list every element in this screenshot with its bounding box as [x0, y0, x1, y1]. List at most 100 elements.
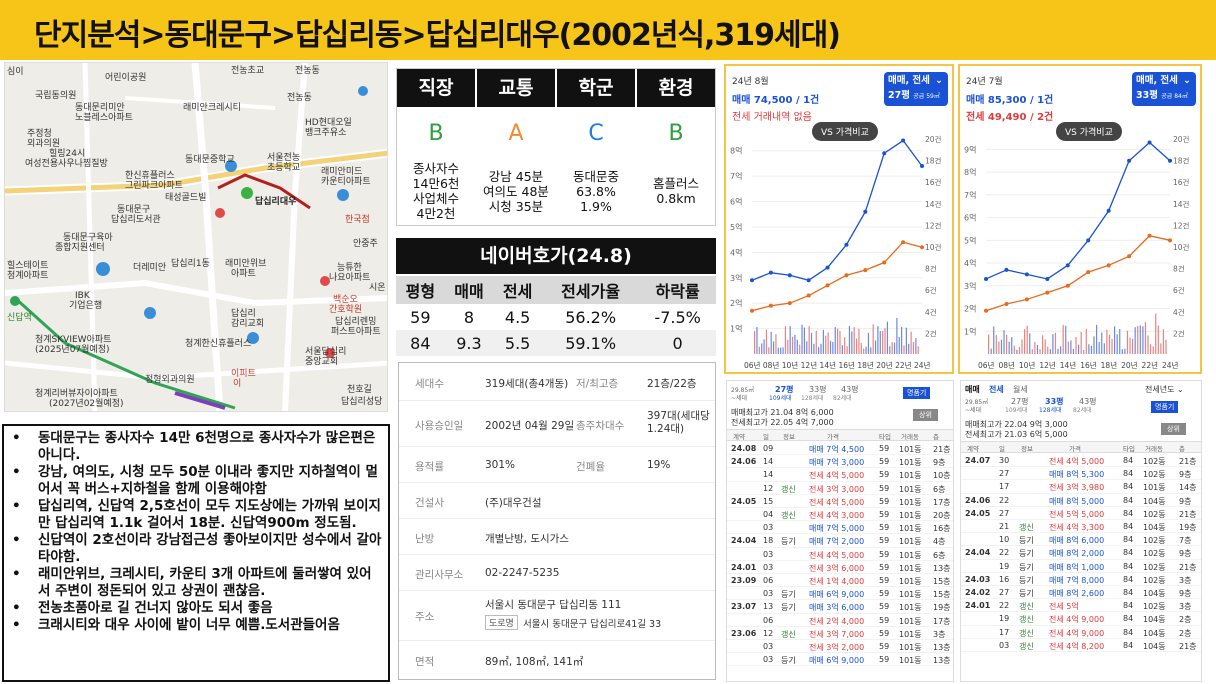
- table-row[interactable]: 03 등기 매매 6억 9,000 59 101동 13층: [727, 653, 953, 667]
- grade-detail: 동대문중 63.8% 1.9%: [572, 168, 619, 214]
- volume-bar: [808, 326, 810, 354]
- table-cell: 21: [999, 522, 1010, 531]
- top-button[interactable]: 상위: [913, 409, 938, 421]
- table-row[interactable]: 24.04 18 등기 매매 7억 2,000 59 101동 4층: [727, 534, 953, 548]
- table-row[interactable]: 03 갱신 전세 4억 8,200 84 104동 21층: [961, 639, 1201, 652]
- table-cell: 등기: [1019, 575, 1034, 585]
- table-cell: 전세 4억 3,000: [809, 511, 865, 520]
- volume-bar: [990, 348, 992, 354]
- table-row[interactable]: 03 등기 매매 6억 9,000 59 101동 15층: [727, 587, 953, 601]
- volume-bar: [787, 339, 789, 354]
- map-label: 동대문구: [117, 205, 151, 215]
- tab-monthly[interactable]: 월세: [1013, 385, 1028, 394]
- table-cell: 24.01: [965, 601, 991, 611]
- table-row[interactable]: 21 갱신 전세 4억 3,300 84 104동 19층: [961, 520, 1201, 534]
- volume-bar: [794, 335, 796, 354]
- table-row[interactable]: 10 등기 매매 8억 6,000 84 102동 7층: [961, 533, 1201, 547]
- table-row[interactable]: 24.06 22 매매 8억 5,000 84 104동 9층: [961, 494, 1201, 507]
- table-cell: 17층: [933, 497, 951, 507]
- tab-43[interactable]: 43평: [841, 385, 859, 394]
- table-row[interactable]: 24.05 27 전세 5억 5,000 84 102동 21층: [961, 507, 1201, 520]
- table-row[interactable]: 06 전세 2억 4,000 59 101동 17층: [727, 614, 953, 627]
- table-cell: 갱신: [1019, 523, 1034, 532]
- table-row[interactable]: 24.07 30 전세 4억 5,000 84 102동 21층: [961, 454, 1201, 468]
- top-button[interactable]: 상위: [1161, 423, 1186, 435]
- naver-col: 전세가율: [541, 276, 640, 304]
- table-row[interactable]: 14 전세 4억 5,000 59 101동 10층: [727, 468, 953, 482]
- map-view[interactable]: 심이 어린이공원 전농초교 전농동 국립동의원 전농동 래미안크레시티 동대문리…: [4, 62, 388, 412]
- map-label: 감리교회: [231, 319, 265, 329]
- table-cell: 23.06: [731, 628, 757, 638]
- table-row[interactable]: 24.02 27 등기 매매 8억 2,600 84 104동 9층: [961, 586, 1201, 600]
- table-row[interactable]: 17 갱신 전세 4억 9,000 84 104동 2층: [961, 626, 1201, 639]
- volume-bar: [772, 341, 775, 354]
- table-row[interactable]: 23.09 06 전세 1억 4,000 59 101동 15층: [727, 574, 953, 588]
- table-cell: 전세 4억 5,000: [809, 497, 865, 507]
- volume-bar: [799, 344, 801, 354]
- compare-button[interactable]: VS 가격비교: [1056, 122, 1122, 141]
- detail-button[interactable]: 명품기: [1151, 401, 1179, 413]
- tab-rent[interactable]: 전세: [989, 385, 1004, 394]
- table-row[interactable]: 03 전세 4억 5,000 59 101동 6층: [727, 548, 953, 561]
- tab-sub: 82세대: [833, 395, 852, 402]
- table-row[interactable]: 24.04 22 등기 매매 8억 2,000 84 102동 9층: [961, 546, 1201, 560]
- table-row[interactable]: 23.07 13 등기 매매 3억 6,000 59 101동 19층: [727, 600, 953, 614]
- tab-sale[interactable]: 매매: [965, 385, 980, 394]
- volume-bar: [770, 331, 772, 354]
- table-row[interactable]: 23.06 12 갱신 전세 3억 7,000 59 101동 3층: [727, 627, 953, 640]
- y2-tick-label: 8건: [925, 264, 937, 274]
- table-row[interactable]: 03 매매 7억 5,000 59 101동 16층: [727, 521, 953, 535]
- table-row[interactable]: 24.03 16 등기 매매 7억 8,000 84 102동 3층: [961, 573, 1201, 586]
- detail-button[interactable]: 명품기: [903, 387, 931, 399]
- table-row[interactable]: 24.01 03 전세 3억 6,000 59 101동 13층: [727, 561, 953, 574]
- table-cell: 59: [879, 483, 890, 493]
- tab-27[interactable]: 27평: [775, 385, 794, 394]
- table-row[interactable]: 19 갱신 전세 4억 9,000 84 104동 2층: [961, 612, 1201, 626]
- naver-cell: 8: [444, 304, 494, 330]
- table-row[interactable]: 19 등기 매매 8억 1,000 84 102동 21층: [961, 560, 1201, 573]
- tab-43[interactable]: 43평: [1079, 397, 1097, 406]
- table-cell: 매매 8억 6,000: [1049, 536, 1105, 546]
- volume-bar: [1121, 349, 1123, 354]
- table-cell: 전세 4억 9,000: [1049, 628, 1105, 638]
- deal-type-dropdown[interactable]: 매매, 전세 ⌄ 27평 공급 59㎡: [884, 72, 948, 106]
- table-row[interactable]: 24.01 22 갱신 전세 5억 84 102동 3층: [961, 599, 1201, 613]
- tab-33[interactable]: 33평: [809, 385, 827, 394]
- volume-bar: [825, 335, 827, 354]
- table-row[interactable]: 24.06 14 매매 7억 3,000 59 101동 9층: [727, 455, 953, 469]
- table-row[interactable]: 12 갱신 전세 3억 3,000 59 101동 6층: [727, 482, 953, 495]
- table-row[interactable]: 17 전세 3억 3,980 84 101동 14층: [961, 480, 1201, 494]
- volume-bar: [1144, 322, 1147, 354]
- table-row[interactable]: 27 매매 8억 5,300 84 102동 9층: [961, 467, 1201, 481]
- table-cell: 매매 6억 9,000: [809, 590, 865, 600]
- data-point: [844, 273, 849, 278]
- map-label: 동대문중학교: [185, 155, 235, 165]
- table-row[interactable]: 24.08 09 매매 7억 4,500 59 101동 21층: [727, 442, 953, 456]
- table-cell: 전세 3억 6,000: [809, 563, 865, 573]
- table-row[interactable]: 03 전세 3억 2,000 59 101동 13층: [727, 640, 953, 654]
- data-point: [1168, 238, 1172, 243]
- data-point: [1004, 301, 1009, 306]
- x-tick-label: 16년: [838, 360, 855, 370]
- table-cell: 19: [999, 561, 1010, 571]
- volume-bar: [915, 338, 917, 354]
- table-row[interactable]: 04 갱신 전세 4억 3,000 59 101동 20층: [727, 508, 953, 522]
- table-cell: 9층: [1179, 589, 1192, 598]
- volume-bar: [1137, 326, 1139, 354]
- deal-type-dropdown[interactable]: 매매, 전세 ⌄ 33평 공급 84㎡: [1132, 72, 1196, 106]
- year-dropdown[interactable]: 전세년도 ⌄: [1145, 385, 1184, 394]
- volume-bar: [874, 340, 877, 354]
- table-cell: 19: [999, 614, 1010, 624]
- table-cell: 59: [879, 444, 890, 453]
- map-label: 그린파크아파트: [125, 181, 183, 191]
- page-title: 단지분석>동대문구>답십리동>답십리대우(2002년식,319세대): [34, 18, 841, 53]
- data-point: [901, 138, 906, 143]
- tab-33[interactable]: 33평: [1045, 397, 1064, 406]
- table-cell: 24.06: [965, 495, 991, 505]
- table-row[interactable]: 24.05 15 전세 4억 5,000 59 101동 17층: [727, 495, 953, 508]
- volume-bar: [822, 329, 824, 354]
- table-cell: 전세 3억 2,000: [809, 643, 865, 652]
- tab-27[interactable]: 27평: [1011, 397, 1029, 406]
- y2-tick-label: 10건: [1173, 242, 1190, 252]
- compare-button[interactable]: VS 가격비교: [812, 122, 878, 141]
